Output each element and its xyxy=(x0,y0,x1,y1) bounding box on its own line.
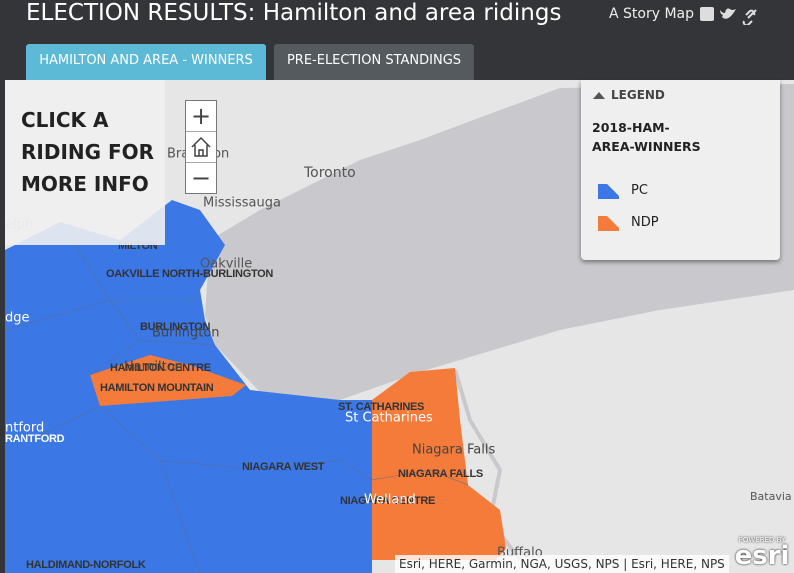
zoom-out[interactable]: − xyxy=(190,164,212,192)
tab[interactable]: PRE-ELECTION STANDINGS xyxy=(274,44,474,80)
legend-item: PC xyxy=(597,174,659,206)
map-label: HALDIMAND-NORFOLK xyxy=(26,559,146,571)
share-icons xyxy=(700,7,757,25)
map-label: St Catharines xyxy=(345,411,433,426)
facebook-icon[interactable] xyxy=(700,7,714,21)
zoom-in[interactable]: + xyxy=(186,101,216,132)
legend-label: PC xyxy=(631,182,648,198)
map-label: Bra xyxy=(167,147,189,162)
info-line: CLICK A xyxy=(21,108,109,132)
info-line: RIDING FOR xyxy=(21,140,155,164)
map-label: Burlington xyxy=(152,326,220,341)
info-panel xyxy=(5,80,165,245)
map-label: HAMILTON MOUNTAIN xyxy=(100,382,214,394)
legend-title-line: AREA-WINNERS xyxy=(592,139,701,154)
riding-borders xyxy=(5,221,469,573)
map-label: HAMILTON CENTRE xyxy=(110,362,211,374)
legend-items: PC NDP xyxy=(597,174,659,238)
map-label: Toronto xyxy=(303,165,356,181)
home-button[interactable] xyxy=(186,132,216,163)
title: ELECTION RESULTS: Hamilton and area ridi… xyxy=(26,0,562,26)
map-label: ntford xyxy=(5,421,44,436)
swatch-shape xyxy=(598,216,619,231)
legend-title: 2018-HAM- AREA-WINNERS xyxy=(592,118,701,156)
attribution: Esri, HERE, Garmin, NGA, USGS, NPS | Esr… xyxy=(395,555,729,573)
map-label: NIAGARA CENTRE xyxy=(340,495,435,507)
map-label: Hamilton xyxy=(124,360,183,375)
legend-item: NDP xyxy=(597,206,659,238)
map-label: dge xyxy=(5,311,30,326)
powered-by: POWERED BY xyxy=(738,536,786,544)
map-label: NIAGARA WEST xyxy=(242,461,325,473)
legend-title-line: 2018-HAM- xyxy=(592,120,670,135)
map-label: OAKVILLE NORTH-BURLINGTON xyxy=(106,268,273,280)
ndp-riding-hamilton[interactable] xyxy=(90,355,246,406)
tab-active[interactable]: HAMILTON AND AREA - WINNERS xyxy=(26,44,266,80)
esri-logo[interactable]: POWERED BY esri xyxy=(733,536,791,571)
map-label: Welland xyxy=(364,493,416,508)
map-label: BURLINGTON xyxy=(140,321,210,333)
map-label: ST. CATHARINES xyxy=(338,401,424,413)
chevron xyxy=(593,92,605,99)
info-line: MORE INFO xyxy=(21,172,149,196)
legend-heading: LEGEND xyxy=(611,88,665,102)
story-map-link[interactable]: A Story Map xyxy=(609,6,695,22)
legend-swatch xyxy=(598,216,619,231)
link-icon[interactable] xyxy=(742,9,757,25)
map-label: RANTFORD xyxy=(5,433,65,445)
legend-toggle[interactable]: LEGEND xyxy=(593,88,665,102)
legend-swatch xyxy=(598,184,619,199)
map-label: Batavia xyxy=(750,490,792,503)
twitter-icon[interactable] xyxy=(720,8,736,19)
map-label: Mississauga xyxy=(203,196,281,211)
map-label: NIAGARA FALLS xyxy=(398,468,483,480)
map-label: Niagara Falls xyxy=(412,443,495,458)
ndp-ridings-niagara[interactable] xyxy=(372,368,506,560)
esri-brand: esri xyxy=(734,541,790,571)
map-label: Oakville xyxy=(200,257,252,272)
zoom-controls: + − xyxy=(185,100,217,194)
legend: LEGEND 2018-HAM- AREA-WINNERS PC NDP xyxy=(581,80,780,260)
swatch-shape xyxy=(598,184,619,199)
legend-label: NDP xyxy=(631,214,659,230)
info-text: CLICK A RIDING FOR MORE INFO xyxy=(21,104,154,200)
